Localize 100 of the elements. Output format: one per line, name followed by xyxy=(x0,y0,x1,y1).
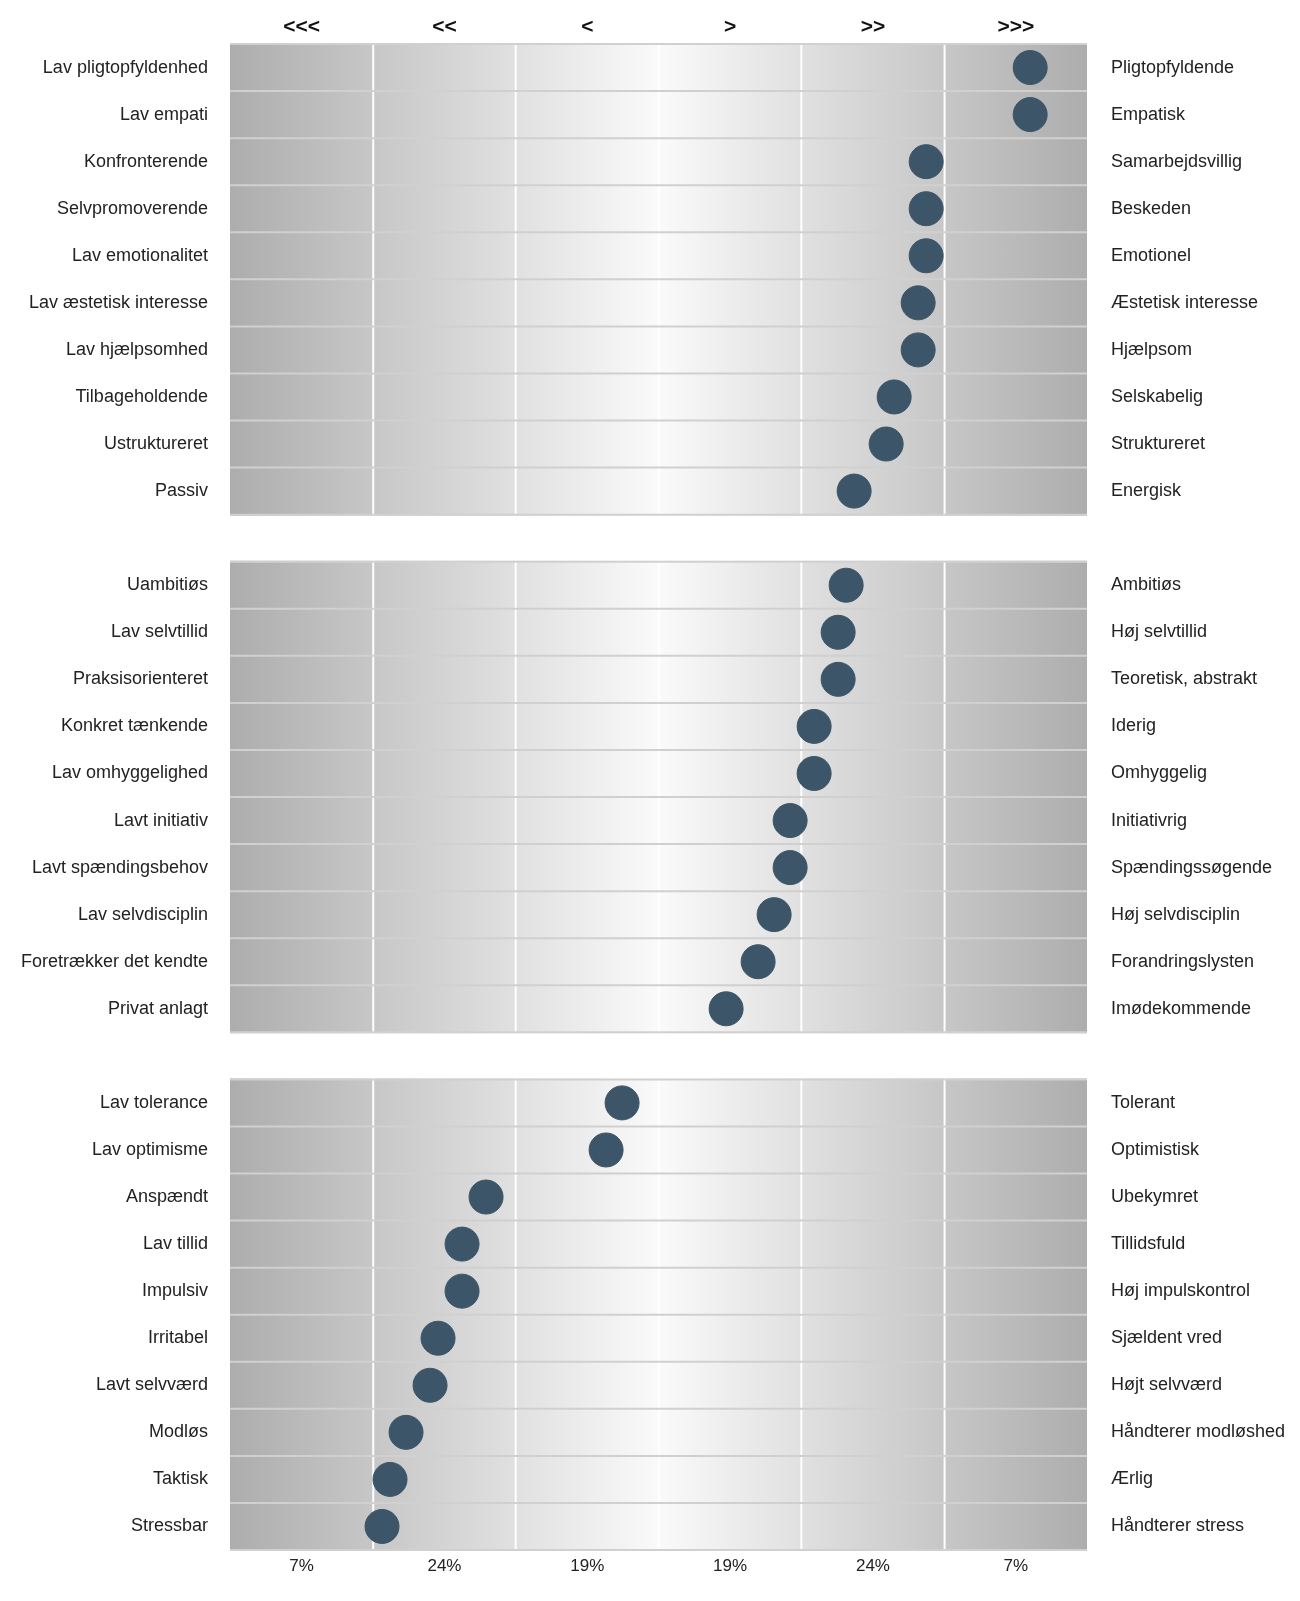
point xyxy=(796,708,832,744)
y2-tick-label: Tolerant xyxy=(1111,1091,1176,1112)
y2-tick-label: Håndterer modløshed xyxy=(1111,1421,1286,1442)
point xyxy=(836,473,872,509)
y-tick-label: Lav selvtillid xyxy=(110,621,208,642)
y2-tick-label: Initiativrig xyxy=(1111,809,1188,830)
y-tick-label: Konkret tænkende xyxy=(60,715,208,736)
y2-tick-label: Ambitiøs xyxy=(1111,574,1182,595)
y-tick-label: Konfronterende xyxy=(83,150,208,171)
point xyxy=(908,238,944,274)
band-label: <<< xyxy=(283,14,321,38)
y2-tick-label: Emotionel xyxy=(1111,244,1192,265)
y2-tick-label: Iderig xyxy=(1111,715,1157,736)
y-tick-label: Modløs xyxy=(148,1421,208,1442)
y2-tick-label: Sjældent vred xyxy=(1111,1327,1223,1348)
y2-tick-label: Højt selvværd xyxy=(1111,1374,1223,1395)
band-label: >>> xyxy=(997,14,1035,38)
y2-tick-label: Ærlig xyxy=(1111,1468,1154,1489)
point xyxy=(900,285,936,321)
text: 7% xyxy=(1003,1556,1029,1576)
point xyxy=(1012,50,1048,86)
y-tick-label: Lav selvdisciplin xyxy=(77,903,208,924)
point xyxy=(388,1414,424,1450)
y2-tick-label: Æstetisk interesse xyxy=(1111,291,1259,312)
point xyxy=(444,1273,480,1309)
point xyxy=(372,1461,408,1497)
y-tick-label: Lav æstetisk interesse xyxy=(28,291,208,312)
y-tick-label: Lav tolerance xyxy=(99,1091,208,1112)
y2-tick-label: Ubekymret xyxy=(1111,1186,1199,1206)
y2-tick-label: Høj impulskontrol xyxy=(1111,1280,1251,1301)
point xyxy=(796,755,832,791)
y-tick-label: Stressbar xyxy=(130,1515,208,1536)
y-tick-label: Irritabel xyxy=(147,1327,208,1348)
y-tick-label: Lavt initiativ xyxy=(113,809,208,830)
y-tick-label: Lavt spændingsbehov xyxy=(31,856,208,877)
y2-tick-label: Pligtopfyldende xyxy=(1111,56,1235,77)
y-tick-label: Tilbageholdende xyxy=(75,385,208,406)
y-tick-label: Uambitiøs xyxy=(126,574,208,595)
point xyxy=(820,661,856,697)
y-tick-label: Lav pligtopfyldenhed xyxy=(42,56,208,77)
point xyxy=(900,332,936,368)
point xyxy=(444,1226,480,1262)
point xyxy=(828,567,864,603)
band-label: << xyxy=(432,14,457,38)
band-label: > xyxy=(723,14,737,38)
y2-tick-label: Imødekommende xyxy=(1111,997,1252,1018)
point xyxy=(876,379,912,415)
y-tick-label: Praksisorienteret xyxy=(72,668,208,689)
text: 7% xyxy=(289,1556,314,1576)
y2-tick-label: Energisk xyxy=(1111,480,1183,501)
y2-tick-label: Tillidsfuld xyxy=(1111,1233,1186,1254)
y-tick-label: Ustruktureret xyxy=(103,433,208,453)
point xyxy=(412,1367,448,1403)
text: 24% xyxy=(427,1556,462,1576)
y2-tick-label: Hjælpsom xyxy=(1111,338,1193,359)
point xyxy=(908,144,944,180)
y-tick-label: Lav hjælpsomhed xyxy=(65,338,208,359)
point xyxy=(468,1179,504,1215)
text: 19% xyxy=(713,1556,748,1576)
point xyxy=(908,191,944,227)
y2-tick-label: Beskeden xyxy=(1111,197,1192,218)
y2-tick-label: Samarbejdsvillig xyxy=(1111,150,1243,171)
point xyxy=(772,803,808,839)
point xyxy=(756,897,792,933)
y2-tick-label: Selskabelig xyxy=(1111,385,1204,406)
y2-tick-label: Høj selvdisciplin xyxy=(1111,903,1241,924)
y2-tick-label: Håndterer stress xyxy=(1111,1515,1245,1536)
y2-tick-label: Omhyggelig xyxy=(1111,762,1208,783)
point xyxy=(868,426,904,462)
point xyxy=(708,991,744,1027)
point xyxy=(604,1085,640,1121)
point xyxy=(772,850,808,886)
y2-tick-label: Forandringslysten xyxy=(1111,950,1255,971)
y2-tick-label: Struktureret xyxy=(1111,433,1206,453)
y-tick-label: Selvpromoverende xyxy=(56,197,208,218)
text: 24% xyxy=(855,1556,890,1576)
y-tick-label: Lavt selvværd xyxy=(95,1374,208,1395)
y2-tick-label: Empatisk xyxy=(1111,103,1187,124)
band-label: >> xyxy=(860,14,886,38)
point xyxy=(588,1132,624,1168)
y2-tick-label: Optimistisk xyxy=(1111,1138,1200,1159)
y-tick-label: Lav tillid xyxy=(142,1233,208,1254)
y2-tick-label: Høj selvtillid xyxy=(1111,621,1208,642)
y-tick-label: Lav emotionalitet xyxy=(71,244,208,265)
point xyxy=(364,1508,400,1544)
y-tick-label: Privat anlagt xyxy=(107,997,208,1018)
point xyxy=(420,1320,456,1356)
y-tick-label: Anspændt xyxy=(125,1186,208,1206)
point xyxy=(740,944,776,980)
y2-tick-label: Spændingssøgende xyxy=(1111,856,1273,877)
y-tick-label: Foretrækker det kendte xyxy=(20,950,208,971)
point xyxy=(1012,97,1048,133)
point xyxy=(820,614,856,650)
y-tick-label: Impulsiv xyxy=(141,1280,208,1301)
y-tick-label: Lav optimisme xyxy=(91,1138,208,1159)
band-label: < xyxy=(581,14,594,38)
y-tick-label: Passiv xyxy=(154,480,208,501)
y-tick-label: Lav empati xyxy=(119,103,208,124)
y-tick-label: Taktisk xyxy=(152,1468,209,1489)
text: 19% xyxy=(570,1556,605,1576)
